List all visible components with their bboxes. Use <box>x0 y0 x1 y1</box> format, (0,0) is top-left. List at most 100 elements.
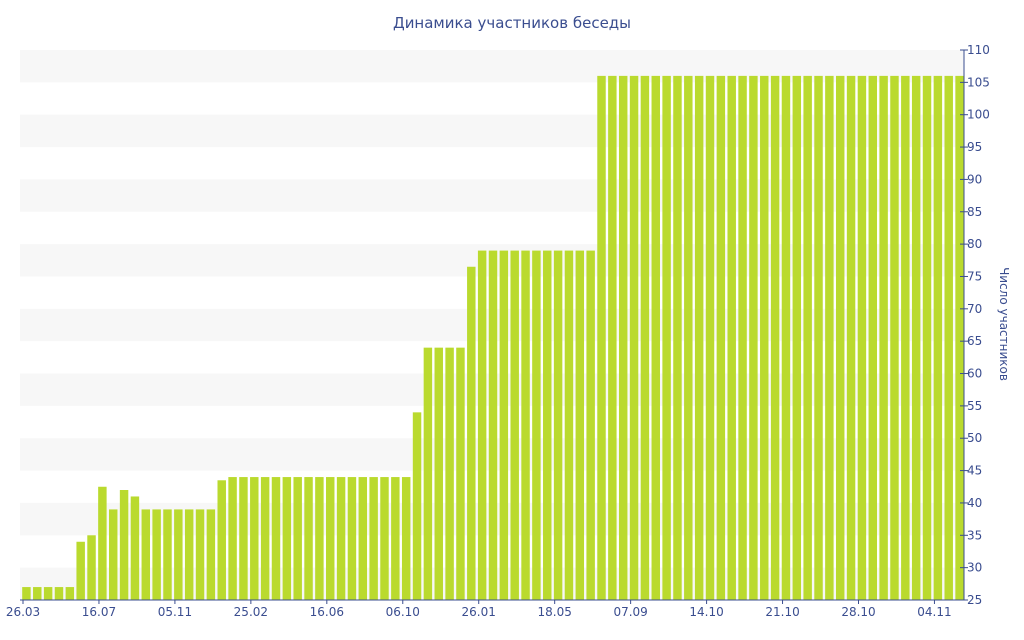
bar <box>239 477 248 600</box>
bar <box>933 75 943 600</box>
bar <box>922 75 932 600</box>
bar <box>727 75 736 600</box>
bar <box>467 266 476 600</box>
bar <box>477 250 487 600</box>
y-tick-label: 35 <box>967 528 982 542</box>
y-tick-label: 90 <box>967 172 982 186</box>
bar <box>412 412 422 600</box>
bar <box>456 347 465 600</box>
bar <box>98 486 107 600</box>
bar <box>575 250 585 600</box>
bar <box>705 75 715 600</box>
bar <box>336 477 346 600</box>
bar <box>304 477 313 600</box>
bar <box>109 509 118 600</box>
bar <box>781 75 791 600</box>
bar <box>716 75 726 600</box>
bar <box>738 75 747 600</box>
bar <box>315 477 324 600</box>
bar <box>76 541 85 600</box>
bar <box>770 75 780 600</box>
bar <box>326 477 335 600</box>
bar <box>564 250 574 600</box>
bar <box>380 477 389 600</box>
bar <box>358 477 368 600</box>
bar <box>629 75 639 600</box>
y-tick-label: 105 <box>967 75 990 89</box>
bar <box>618 75 628 600</box>
bar <box>673 75 682 600</box>
bar <box>488 250 498 600</box>
bar <box>195 509 205 600</box>
bar <box>684 75 693 600</box>
bar <box>901 75 910 600</box>
bar <box>347 477 357 600</box>
bar <box>250 477 259 600</box>
chart-title: Динамика участников беседы <box>393 14 631 32</box>
bar <box>423 347 433 600</box>
bar <box>401 477 411 600</box>
bar <box>206 509 216 600</box>
bar <box>65 587 75 600</box>
bar <box>141 509 151 600</box>
y-tick-label: 55 <box>967 399 982 413</box>
bar <box>43 587 53 600</box>
y-tick-label: 75 <box>967 269 982 283</box>
bar <box>911 75 921 600</box>
bar <box>87 535 96 600</box>
bar <box>228 477 237 600</box>
bar <box>445 347 454 600</box>
bar <box>651 75 660 600</box>
bar <box>608 75 617 600</box>
x-tick-label: 16.07 <box>82 605 116 619</box>
bar <box>33 587 42 600</box>
x-tick-label: 25.02 <box>234 605 268 619</box>
y-tick-label: 60 <box>967 367 982 381</box>
bar <box>868 75 877 600</box>
y-tick-label: 95 <box>967 140 982 154</box>
x-tick-label: 04.11 <box>917 605 951 619</box>
y-axis-ticks: 25 30 35 40 45 50 55 60 65 70 75 80 85 90 95 100 105 110 <box>960 43 990 607</box>
y-tick-label: 85 <box>967 205 982 219</box>
bar <box>825 75 834 600</box>
bar <box>586 250 595 600</box>
bar <box>174 509 183 600</box>
y-tick-label: 100 <box>967 108 990 122</box>
bar <box>814 75 823 600</box>
bar <box>553 250 563 600</box>
bar <box>662 75 671 600</box>
y-tick-label: 50 <box>967 431 982 445</box>
bar <box>694 75 704 600</box>
x-tick-label: 16.06 <box>310 605 344 619</box>
bar <box>792 75 802 600</box>
bar <box>944 75 953 600</box>
bar <box>521 250 530 600</box>
bar <box>293 477 302 600</box>
x-tick-label: 05.11 <box>158 605 192 619</box>
bar <box>54 587 64 600</box>
x-tick-label: 18.05 <box>537 605 571 619</box>
x-axis-ticks: 26.03 16.07 05.11 25.02 16.06 06.10 26.01 18.05… <box>6 600 952 619</box>
bar <box>369 477 378 600</box>
bar <box>260 477 270 600</box>
bar <box>499 250 509 600</box>
x-tick-label: 21.10 <box>765 605 799 619</box>
bar <box>543 250 552 600</box>
y-tick-label: 65 <box>967 334 982 348</box>
bar <box>532 250 541 600</box>
bar <box>760 75 769 600</box>
y-tick-label: 40 <box>967 496 982 510</box>
bar <box>119 490 129 600</box>
bar <box>803 75 812 600</box>
bar <box>640 75 650 600</box>
bar <box>217 480 226 600</box>
x-tick-label: 14.10 <box>689 605 723 619</box>
bar <box>391 477 400 600</box>
bar <box>955 75 964 600</box>
y-axis-label: Число участников <box>997 267 1011 381</box>
y-tick-label: 25 <box>967 593 982 607</box>
y-tick-label: 110 <box>967 43 990 57</box>
bar <box>434 347 443 600</box>
bar <box>835 75 845 600</box>
